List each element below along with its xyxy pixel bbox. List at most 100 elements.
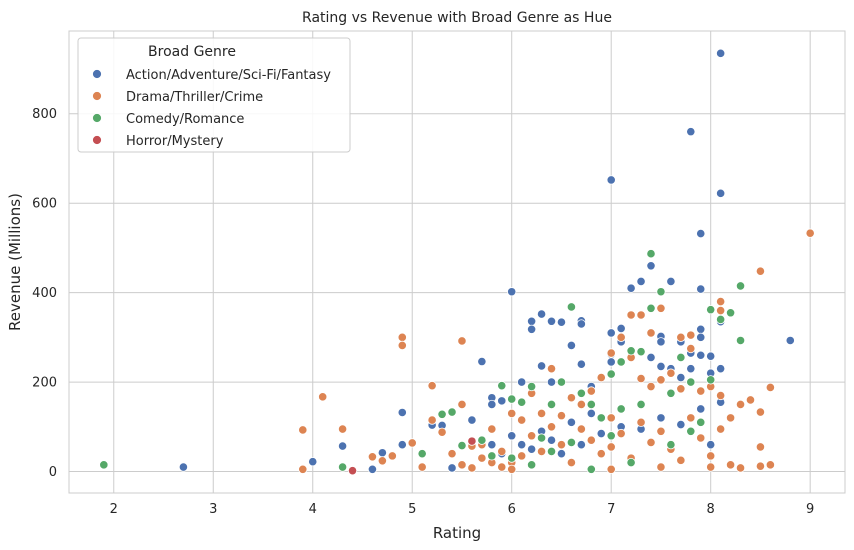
data-point [706, 351, 716, 361]
x-tick-label: 5 [408, 502, 416, 517]
data-point [716, 48, 726, 58]
data-point [725, 413, 736, 423]
data-point [347, 466, 358, 476]
data-point [696, 324, 706, 334]
data-point [686, 127, 696, 137]
data-point [666, 368, 676, 378]
data-point [646, 328, 656, 338]
data-point [606, 369, 616, 379]
data-point [616, 332, 626, 342]
data-point [337, 441, 348, 451]
data-point [596, 428, 606, 439]
data-point [656, 375, 666, 385]
legend: Broad Genre Action/Adventure/Sci-Fi/Fant… [77, 37, 351, 153]
data-point [636, 417, 646, 427]
data-point [656, 337, 666, 347]
data-point [666, 388, 676, 398]
data-point [546, 446, 557, 457]
data-point [527, 444, 537, 454]
data-point [427, 381, 437, 391]
x-tick-label: 2 [110, 502, 118, 517]
data-point [676, 332, 686, 342]
data-point [477, 435, 487, 445]
legend-label: Drama/Thriller/Crime [126, 90, 263, 105]
data-point [536, 309, 547, 319]
data-point [696, 386, 706, 396]
data-point [298, 425, 308, 435]
data-point [527, 431, 537, 441]
x-axis-title: Rating [433, 524, 481, 542]
data-point [696, 350, 706, 360]
data-point [586, 464, 596, 474]
data-point [546, 316, 557, 326]
data-point [517, 451, 527, 461]
y-axis-title: Revenue (Millions) [6, 193, 24, 331]
x-tick-label: 9 [806, 502, 814, 517]
data-point [546, 377, 557, 387]
data-point [725, 308, 736, 318]
data-point [566, 457, 577, 468]
data-point [437, 427, 447, 437]
data-point [656, 413, 666, 423]
x-tick-label: 6 [508, 502, 516, 517]
data-point [467, 415, 477, 425]
data-point [696, 284, 706, 294]
data-point [397, 440, 407, 450]
data-point [755, 442, 766, 452]
data-point [596, 373, 606, 383]
data-point [99, 460, 109, 470]
data-point [556, 377, 567, 387]
data-point [606, 357, 616, 367]
data-point [735, 281, 746, 291]
data-point [507, 394, 517, 404]
data-point [337, 424, 348, 434]
data-point [646, 249, 656, 259]
data-point [666, 276, 676, 287]
legend-items: Action/Adventure/Sci-Fi/Fantasy Drama/Thr… [92, 68, 331, 149]
data-point [735, 463, 746, 473]
data-point [586, 435, 596, 445]
data-point [457, 399, 467, 410]
data-point [785, 335, 795, 346]
data-point [397, 407, 407, 418]
data-point [467, 463, 477, 473]
data-point [716, 296, 726, 307]
data-point [636, 276, 646, 287]
y-tick-label: 600 [32, 197, 57, 212]
data-point [566, 302, 577, 312]
data-point [616, 428, 626, 439]
data-point [596, 449, 606, 459]
data-point [765, 382, 775, 393]
legend-title: Broad Genre [148, 44, 236, 60]
data-point [437, 409, 447, 419]
data-point [696, 433, 706, 443]
data-point [666, 440, 676, 450]
data-point [497, 446, 507, 457]
data-point [656, 303, 666, 313]
data-point [556, 411, 567, 421]
data-point [507, 408, 517, 418]
data-point [755, 407, 766, 417]
data-point [686, 426, 696, 436]
data-point [546, 435, 557, 445]
data-point [527, 381, 537, 392]
data-point [656, 287, 666, 297]
data-point [417, 462, 427, 472]
data-point [686, 343, 696, 354]
data-point [646, 381, 656, 392]
data-point [377, 456, 387, 466]
data-point [487, 451, 497, 461]
data-point [527, 324, 537, 334]
grid [69, 31, 845, 493]
chart-title: Rating vs Revenue with Broad Genre as Hu… [302, 10, 612, 26]
data-point [546, 364, 557, 374]
data-point [626, 346, 636, 356]
data-point [517, 397, 527, 407]
data-point [477, 453, 487, 463]
data-point [716, 305, 726, 316]
data-point [735, 335, 746, 346]
data-point [497, 396, 507, 406]
data-point [397, 332, 407, 342]
data-point [706, 375, 716, 385]
